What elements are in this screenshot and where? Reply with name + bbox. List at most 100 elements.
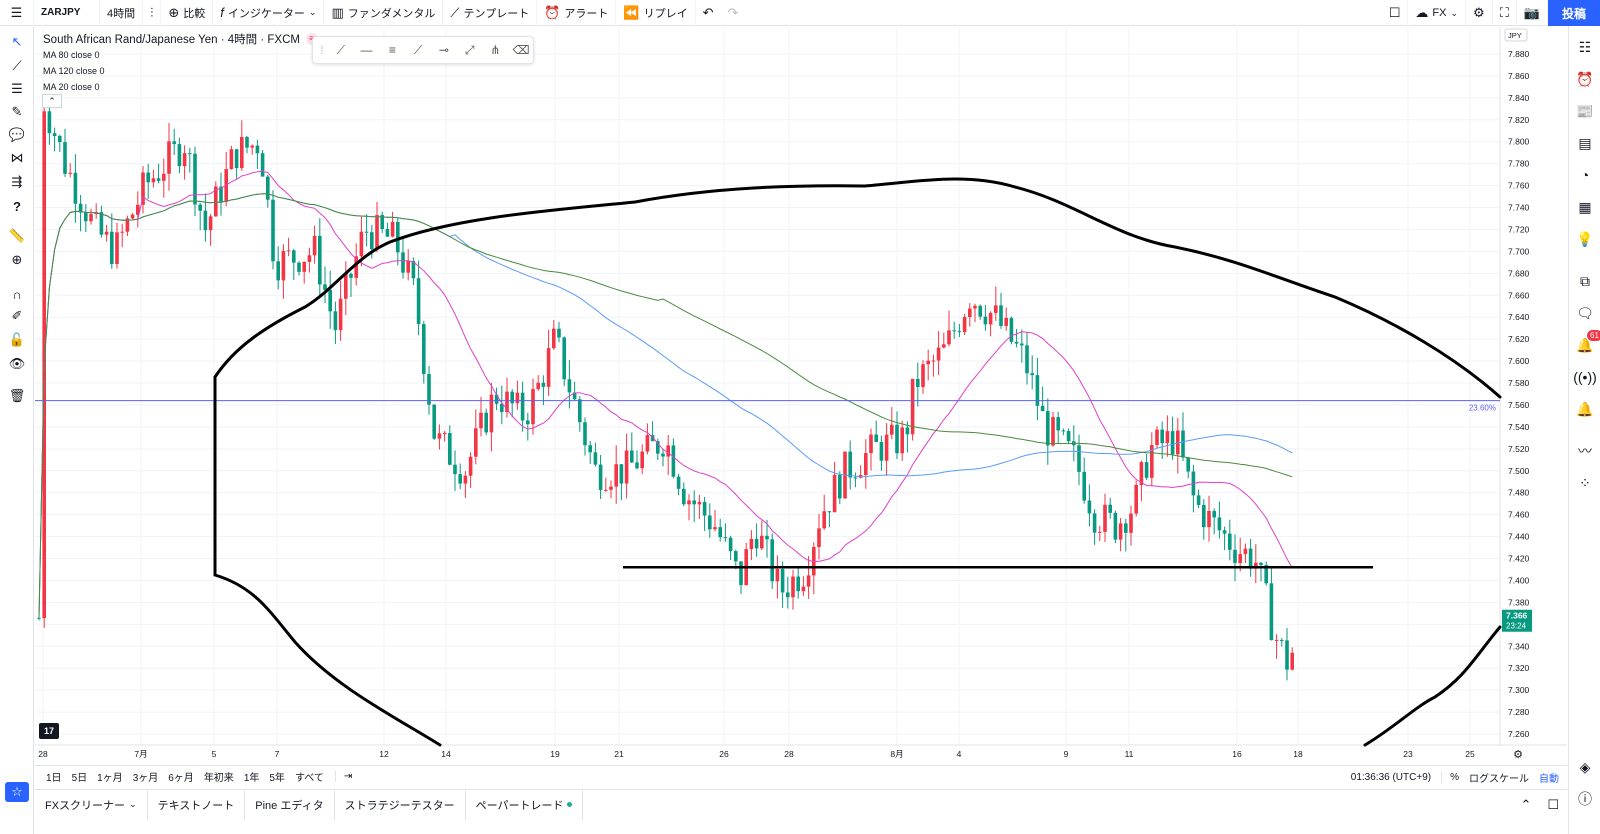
undo-button[interactable]: ↶ xyxy=(696,0,721,26)
fib-tool[interactable]: ☰ xyxy=(5,79,29,99)
candle-body xyxy=(453,464,457,475)
range-ytd[interactable]: 年初来 xyxy=(203,773,234,784)
broadcast-button[interactable]: ((•)) xyxy=(1573,366,1597,388)
candle-body xyxy=(666,445,670,457)
legend-ma80[interactable]: MA 80 close 0 xyxy=(43,50,100,60)
log-scale-toggle[interactable]: ログスケール xyxy=(1469,773,1529,785)
clock-display[interactable]: 01:36:36 (UTC+9) xyxy=(1350,771,1432,783)
chart-pane[interactable]: 23.60% 7.880 7.860 7.840 7.820 7.800 7.780 7.76… xyxy=(35,27,1567,765)
magnet-tool[interactable]: ∩ xyxy=(5,284,29,304)
zoom-tool[interactable]: ⊕ xyxy=(5,250,29,270)
tab-pine-editor[interactable]: Pine エディタ xyxy=(245,789,335,820)
streams-button[interactable]: ⧉ xyxy=(1573,270,1597,292)
pattern-tool[interactable]: ⋈ xyxy=(5,148,29,168)
time-tick-label: 5 xyxy=(212,749,217,759)
lock-tool[interactable]: 🔓 xyxy=(5,330,29,350)
legend-ma120[interactable]: MA 120 close 0 xyxy=(43,66,105,76)
chats-button[interactable]: 🗨 xyxy=(1573,302,1597,324)
compare-button[interactable]: ⊕ 比較 xyxy=(161,0,214,26)
candle-body xyxy=(1196,495,1201,505)
trendline-tool[interactable]: ⟋ xyxy=(5,56,29,76)
tab-fx-screener[interactable]: FXスクリーナー ⌄ xyxy=(35,789,148,820)
measure-tool[interactable]: 📏 xyxy=(5,226,29,246)
object-tree-button[interactable]: ⁘ xyxy=(1573,472,1597,494)
ray-tool-icon[interactable]: ⟋ xyxy=(413,42,423,57)
axis-settings-icon[interactable]: ⚙ xyxy=(1513,748,1523,761)
remove-drawings-tool[interactable]: 🗑 xyxy=(5,386,29,406)
alert-bell-button[interactable]: 🔔 xyxy=(1573,398,1597,420)
hline-tool-icon[interactable]: — xyxy=(360,43,373,57)
line-tool-icon[interactable]: ⟋ xyxy=(336,42,345,57)
alert-button[interactable]: ⏰ アラート xyxy=(537,0,617,26)
fullscreen-button[interactable]: ⛶ xyxy=(1493,0,1517,26)
range-1m[interactable]: 1ヶ月 xyxy=(97,773,123,784)
candle-body xyxy=(240,137,244,169)
eraser-icon[interactable]: ⌫ xyxy=(512,43,530,57)
layout-button[interactable]: ☐ xyxy=(1382,0,1409,26)
price-chart[interactable]: 23.60% 7.880 7.860 7.840 7.820 7.800 7.780 7.76… xyxy=(35,27,1567,765)
collapse-legend-button[interactable]: ⌃ xyxy=(42,94,62,108)
range-6m[interactable]: 6ヶ月 xyxy=(168,773,194,784)
indicators-button[interactable]: f インジケーター ⌄ xyxy=(213,0,325,26)
snapshot-button[interactable]: 📷 xyxy=(1517,0,1548,26)
notifications-button[interactable]: 🔔 61 xyxy=(1573,330,1600,356)
range-5d[interactable]: 5日 xyxy=(71,773,88,784)
layers-button[interactable]: ◈ xyxy=(1573,756,1597,778)
tab-text-notes[interactable]: テキストノート xyxy=(148,789,246,820)
expand-panel-icon[interactable]: ⌃ xyxy=(1520,797,1532,812)
currency-selector[interactable] xyxy=(1504,28,1528,42)
hray-tool-icon[interactable]: ⊸ xyxy=(438,43,449,57)
drag-handle-icon[interactable]: ⁞ xyxy=(320,43,324,57)
redo-button[interactable]: ↷ xyxy=(720,0,745,26)
cursor-tool[interactable]: ↖ xyxy=(5,32,29,52)
candle-body xyxy=(302,261,306,272)
stay-drawing-tool[interactable]: ✐ xyxy=(5,306,29,326)
brush-tool[interactable]: ✎ xyxy=(5,102,29,122)
news-button[interactable]: 📰 xyxy=(1573,100,1597,122)
fundamentals-button[interactable]: ▥ ファンダメンタル xyxy=(324,0,444,26)
ideas-button[interactable]: 💡 xyxy=(1573,228,1597,250)
candle-body xyxy=(188,153,192,155)
extended-line-icon[interactable]: ⤢ xyxy=(464,42,475,57)
range-1d[interactable]: 1日 xyxy=(46,773,62,784)
settings-button[interactable]: ⚙ xyxy=(1466,0,1493,26)
symbol-search[interactable]: ZARJPY xyxy=(34,0,100,26)
legend-ma20[interactable]: MA 20 close 0 xyxy=(43,82,100,92)
post-button[interactable]: 投稿 xyxy=(1547,0,1600,26)
replay-button[interactable]: ⏪ リプレイ xyxy=(616,0,696,26)
range-1y[interactable]: 1年 xyxy=(243,773,260,784)
help-button[interactable]: ⓘ xyxy=(1573,788,1597,810)
menu-button[interactable]: ☰ xyxy=(0,0,34,26)
price-tick-label: 7.420 xyxy=(1508,554,1530,564)
calendar-button[interactable]: ▦ xyxy=(1573,196,1597,218)
maximize-panel-icon[interactable]: ☐ xyxy=(1547,797,1559,812)
range-all[interactable]: すべて xyxy=(294,773,324,784)
candle-body xyxy=(994,305,998,313)
chart-type-button[interactable]: ⫶ xyxy=(143,0,162,26)
alerts-button[interactable]: ⏰ xyxy=(1573,68,1597,90)
data-window-button[interactable]: ▤ xyxy=(1573,132,1597,154)
tab-paper-trading[interactable]: ペーパートレード xyxy=(466,789,584,820)
goto-date-button[interactable]: ⇥ xyxy=(334,771,357,782)
annotation-tool[interactable]: 💬 xyxy=(5,125,29,145)
tab-strategy-tester[interactable]: ストラテジーテスター xyxy=(335,789,466,820)
watchlist-button[interactable]: ☷ xyxy=(1573,36,1597,58)
percent-toggle[interactable]: % xyxy=(1441,771,1459,783)
watchlist-star-button[interactable]: ☆ xyxy=(5,782,29,802)
channel-tool-icon[interactable]: ≡ xyxy=(388,43,396,57)
hotlist-button[interactable]: ◔ xyxy=(1573,164,1597,186)
prediction-tool[interactable]: ⇶ xyxy=(5,172,29,192)
visibility-tool[interactable]: 👁 xyxy=(5,354,29,374)
last-price-label: 7.366 xyxy=(1506,611,1528,621)
candle-body xyxy=(1103,504,1107,532)
pitchfork-icon[interactable]: ⋔ xyxy=(490,43,501,57)
auto-scale-toggle[interactable]: 自動 xyxy=(1539,773,1559,785)
range-5y[interactable]: 5年 xyxy=(269,773,285,784)
layout-name-button[interactable]: ☁ FX ⌄ xyxy=(1408,0,1467,26)
interval-button[interactable]: 4時間 xyxy=(100,0,144,26)
templates-button[interactable]: ⟋ テンプレート xyxy=(443,0,538,26)
trading-panel-button[interactable]: 〰 xyxy=(1573,440,1597,462)
magnet-icon: ∩ xyxy=(12,286,22,302)
range-3m[interactable]: 3ヶ月 xyxy=(132,773,159,784)
help-tool[interactable]: ? xyxy=(5,196,29,216)
